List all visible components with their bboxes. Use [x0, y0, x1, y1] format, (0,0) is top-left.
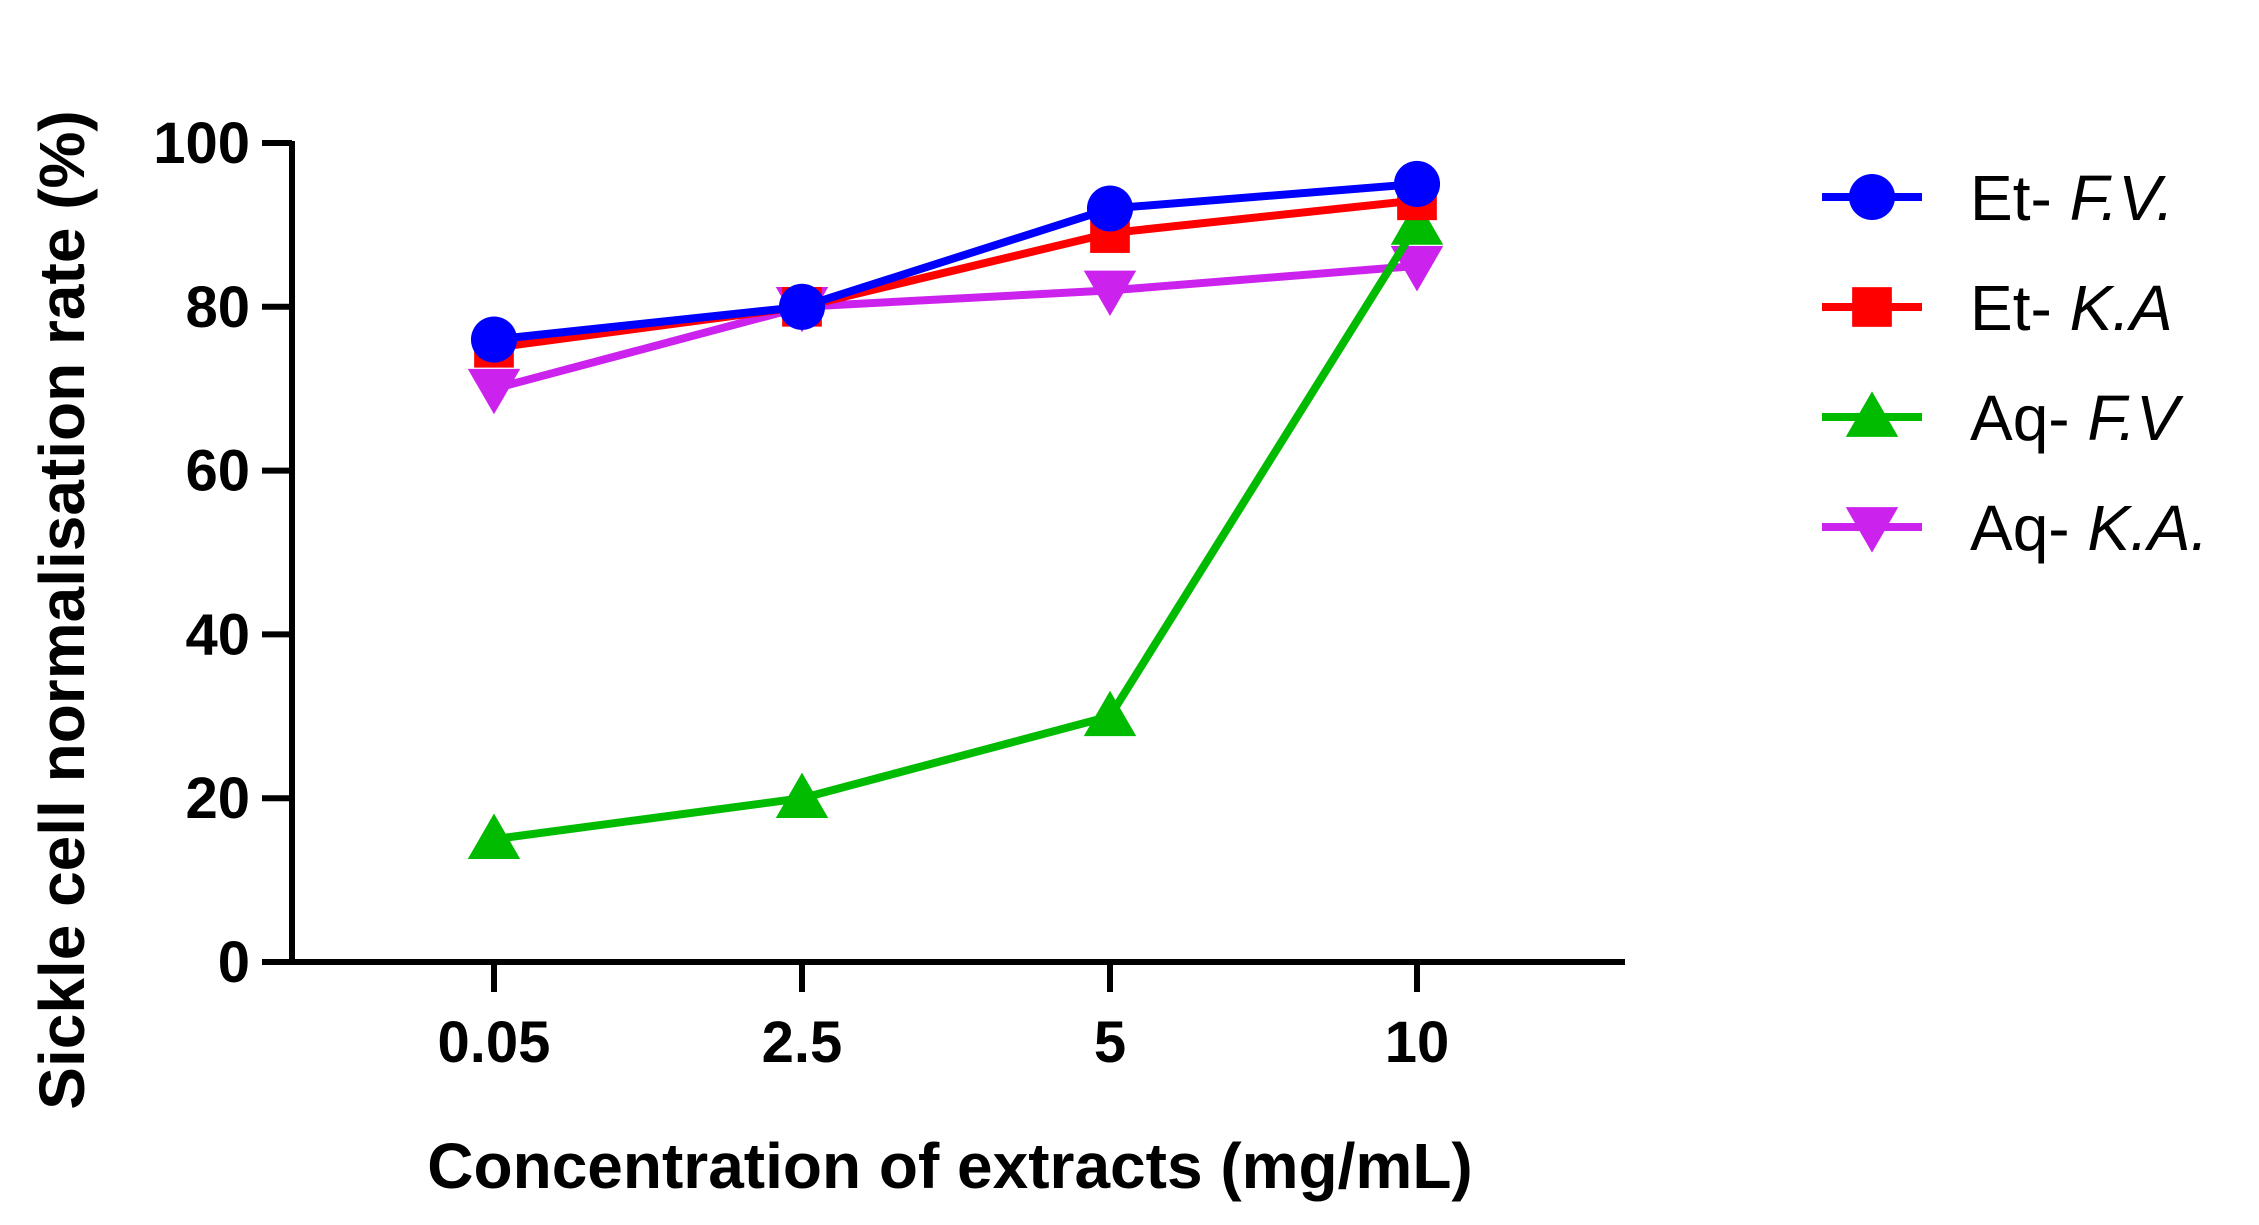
- legend: Et- F.V.Et- K.AAq- F.VAq- K.A.: [1822, 162, 2208, 564]
- data-point: [1083, 270, 1137, 317]
- series-line: [492, 261, 1418, 393]
- data-point: [1390, 199, 1444, 245]
- x-tick-label: 5: [1094, 1010, 1126, 1075]
- legend-marker: [1845, 391, 1899, 437]
- legend-item: Et- K.A: [1822, 272, 2173, 344]
- data-point: [467, 368, 521, 415]
- legend-prefix: Aq-: [1970, 382, 2087, 454]
- y-tick-label: 40: [185, 602, 250, 667]
- data-point: [470, 316, 518, 363]
- legend-marker: [1845, 507, 1899, 553]
- legend-abbreviation: F.V.: [2070, 162, 2174, 234]
- legend-item: Aq- K.A.: [1822, 492, 2208, 564]
- legend-abbreviation: K.A: [2070, 272, 2173, 344]
- x-tick-label: 2.5: [762, 1010, 843, 1075]
- data-point: [1086, 185, 1134, 232]
- y-axis-title: Sickle cell normalisation rate (%): [26, 110, 98, 1109]
- series-line: [493, 196, 1418, 352]
- legend-label: Aq- K.A.: [1970, 492, 2208, 564]
- x-axis: 0.05 2.5 5 10: [289, 959, 1625, 1075]
- data-point: [778, 283, 826, 330]
- data-point: [775, 772, 829, 819]
- legend-label: Et- K.A: [1970, 272, 2173, 344]
- y-tick-label: 0: [218, 930, 250, 995]
- y-tick-label: 20: [185, 766, 250, 831]
- legend-marker: [1852, 287, 1892, 327]
- data-point: [1390, 246, 1444, 292]
- legend-marker: [1848, 173, 1896, 221]
- legend-item: Aq- F.V: [1822, 382, 2184, 454]
- y-tick-label: 60: [185, 439, 250, 504]
- series-3: [467, 199, 1444, 859]
- legend-abbreviation: F.V: [2087, 382, 2184, 454]
- y-tick-label: 80: [185, 275, 250, 340]
- series-line: [493, 179, 1418, 344]
- legend-abbreviation: K.A.: [2087, 492, 2208, 564]
- legend-prefix: Et-: [1970, 272, 2070, 344]
- series-line: [493, 222, 1421, 844]
- x-tick-label: 0.05: [438, 1010, 551, 1075]
- y-tick-label: 100: [153, 111, 250, 176]
- y-axis: 0 20 40 60 80 100: [153, 111, 295, 995]
- series-1: [470, 160, 1441, 363]
- x-tick-label: 10: [1385, 1010, 1450, 1075]
- x-axis-title: Concentration of extracts (mg/mL): [427, 1130, 1472, 1202]
- legend-prefix: Et-: [1970, 162, 2070, 234]
- data-point: [1083, 690, 1137, 737]
- legend-label: Et- F.V.: [1970, 162, 2174, 234]
- legend-prefix: Aq-: [1970, 492, 2087, 564]
- legend-label: Aq- F.V: [1970, 382, 2184, 454]
- data-point: [1393, 160, 1441, 207]
- legend-item: Et- F.V.: [1822, 162, 2174, 234]
- data-point: [467, 813, 521, 859]
- series-layer: [467, 160, 1444, 859]
